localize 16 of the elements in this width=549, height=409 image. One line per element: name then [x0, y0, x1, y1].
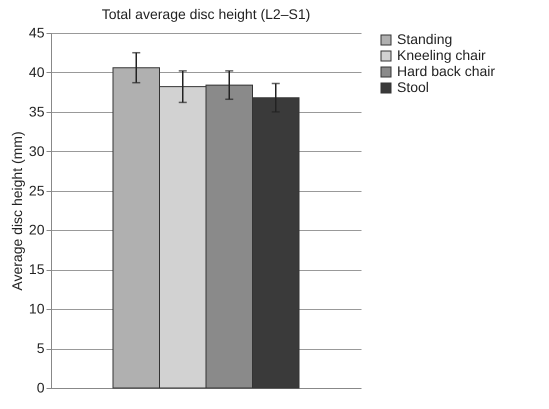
legend-label: Hard back chair [397, 63, 496, 79]
y-tick-label: 45 [28, 24, 45, 40]
y-tick-label: 15 [28, 261, 45, 278]
chart-title: Total average disc height (L2–S1) [102, 6, 310, 22]
legend-label: Stool [397, 79, 429, 95]
y-tick-label: 30 [28, 142, 45, 159]
y-tick-label: 0 [36, 380, 45, 396]
y-tick-label: 5 [36, 340, 45, 356]
legend-label: Standing [397, 31, 452, 47]
legend-label: Kneeling chair [397, 47, 486, 63]
y-tick-label: 40 [28, 64, 45, 80]
y-tick-label: 20 [28, 222, 45, 238]
y-axis-title: Average disc height (mm) [8, 131, 25, 291]
y-tick-label: 10 [28, 300, 45, 317]
y-tick-label: 25 [28, 182, 45, 198]
y-tick-label: 35 [28, 103, 45, 120]
